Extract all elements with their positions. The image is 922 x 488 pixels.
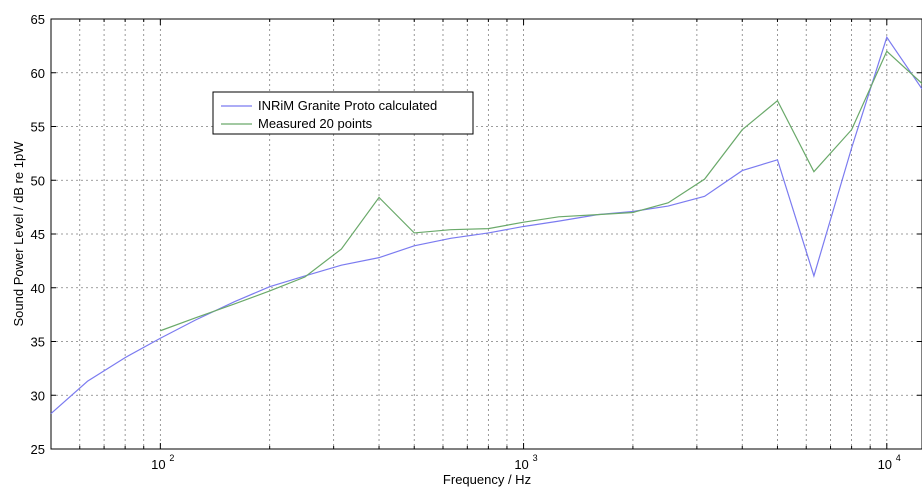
- y-tick-label: 50: [31, 173, 45, 188]
- y-tick-label: 45: [31, 227, 45, 242]
- grid: [51, 19, 922, 449]
- legend: INRiM Granite Proto calculated Measured …: [212, 91, 474, 135]
- x-tick-label-exponent: 4: [896, 453, 901, 463]
- y-tick-label: 60: [31, 66, 45, 81]
- y-tick-label: 65: [31, 12, 45, 27]
- x-tick-label-exponent: 2: [169, 453, 174, 463]
- y-tick-label: 35: [31, 335, 45, 350]
- series-line-0: [50, 35, 922, 414]
- series-lines: [50, 35, 922, 414]
- x-tick-labels: 10 2 10 3 10 4: [151, 453, 901, 472]
- y-tick-label: 55: [31, 120, 45, 135]
- legend-label-measured: Measured 20 points: [258, 116, 373, 131]
- y-tick-label: 30: [31, 388, 45, 403]
- x-axis-label: Frequency / Hz: [443, 472, 531, 487]
- x-tick-label: 10: [151, 457, 165, 472]
- x-tick-label: 10: [878, 457, 892, 472]
- y-tick-label: 40: [31, 281, 45, 296]
- legend-box: [212, 91, 474, 135]
- x-tick-label-exponent: 3: [533, 453, 538, 463]
- axis-ticks: [51, 18, 922, 450]
- y-tick-label: 25: [31, 442, 45, 457]
- x-tick-label: 10: [514, 457, 528, 472]
- series-line-1: [160, 50, 922, 332]
- y-axis-label: Sound Power Level / dB re 1pW: [11, 141, 26, 327]
- legend-label-calculated: INRiM Granite Proto calculated: [258, 98, 437, 113]
- y-tick-labels: 25 30 35 40 45 50 55 60 65: [31, 12, 45, 457]
